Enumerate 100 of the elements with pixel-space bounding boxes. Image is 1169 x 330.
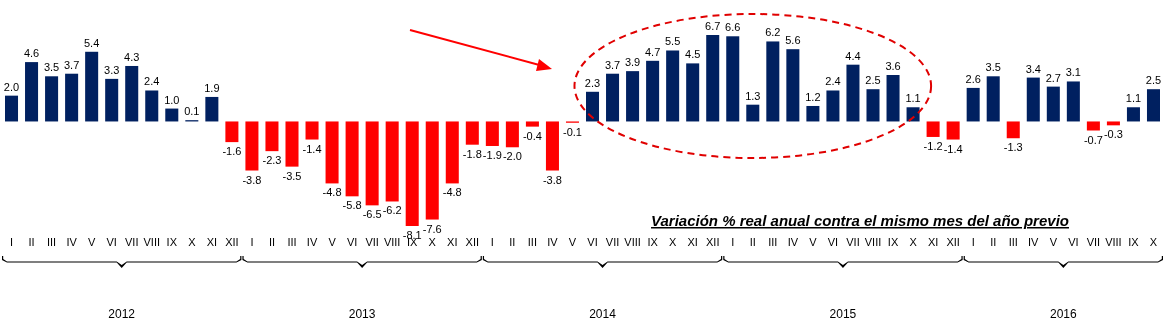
bar bbox=[1046, 86, 1060, 122]
text: 2014 bbox=[589, 307, 617, 321]
data-label: 2.4 bbox=[144, 75, 160, 88]
x-tick-label: V bbox=[328, 236, 337, 248]
x-tick-label: X bbox=[428, 236, 437, 248]
x-tick-label: XI bbox=[447, 236, 458, 248]
x-tick-label: VI bbox=[587, 236, 598, 248]
data-label: 3.3 bbox=[104, 63, 120, 76]
bar bbox=[1026, 77, 1040, 122]
bar bbox=[826, 90, 840, 122]
data-label: 4.7 bbox=[644, 45, 661, 58]
bar bbox=[465, 121, 479, 145]
x-tick-label: IV bbox=[1028, 236, 1040, 248]
x-tick-label: VI bbox=[827, 236, 839, 248]
x-tick-label: XII bbox=[225, 236, 239, 248]
data-label: 2.5 bbox=[1145, 74, 1162, 87]
bar bbox=[65, 73, 79, 122]
bar bbox=[1126, 107, 1140, 122]
x-tick-label: VIII bbox=[383, 236, 401, 248]
x-tick-label: V bbox=[568, 236, 577, 248]
x-tick-label: VI bbox=[106, 236, 117, 248]
bar bbox=[686, 63, 700, 122]
x-tick-label: VI bbox=[346, 236, 358, 248]
bar bbox=[145, 90, 159, 122]
data-label: 3.5 bbox=[985, 61, 1001, 74]
bar bbox=[586, 91, 600, 122]
x-tick-label: IX bbox=[1128, 236, 1140, 248]
data-label: -5.8 bbox=[342, 199, 362, 212]
annotation: Variación % real anual contra el mismo mes del año previo bbox=[651, 212, 1069, 229]
data-label: 3.1 bbox=[1065, 66, 1081, 79]
x-tick-label: XI bbox=[687, 236, 698, 248]
bar bbox=[926, 121, 940, 137]
bar bbox=[666, 50, 680, 122]
x-tick-label: XI bbox=[206, 236, 218, 248]
data-label: 5.6 bbox=[785, 34, 801, 47]
bar bbox=[385, 121, 399, 202]
text: 2012 bbox=[108, 307, 136, 321]
bar bbox=[866, 89, 880, 122]
x-tick-label: XII bbox=[706, 236, 720, 248]
text: 2016 bbox=[1049, 307, 1077, 321]
bar bbox=[325, 121, 339, 184]
data-label: 2.7 bbox=[1045, 71, 1061, 84]
data-label: -1.3 bbox=[1003, 141, 1023, 154]
bar bbox=[886, 75, 900, 122]
data-label: 3.4 bbox=[1025, 62, 1041, 75]
x-tick-label: II bbox=[509, 236, 516, 248]
data-label: -1.6 bbox=[222, 145, 242, 158]
bar bbox=[806, 105, 820, 122]
bar bbox=[846, 64, 860, 122]
bar bbox=[205, 96, 219, 122]
x-tick-label: XII bbox=[465, 236, 480, 248]
data-label: 1.3 bbox=[745, 89, 761, 102]
bar bbox=[225, 121, 239, 143]
data-label: -6.5 bbox=[362, 208, 382, 221]
data-label: 2.6 bbox=[965, 72, 981, 85]
x-tick-label: VII bbox=[1086, 236, 1101, 248]
data-label: -1.9 bbox=[482, 148, 502, 161]
x-tick-label: IV bbox=[66, 236, 78, 248]
bar bbox=[405, 121, 419, 226]
data-label: -1.8 bbox=[462, 147, 482, 160]
x-tick-label: III bbox=[768, 236, 778, 248]
bar bbox=[746, 104, 760, 122]
data-label: 0.1 bbox=[184, 105, 200, 118]
data-label: 5.5 bbox=[665, 35, 681, 48]
data-label: 1.1 bbox=[1125, 92, 1142, 105]
x-tick-label: II bbox=[268, 236, 276, 248]
bar bbox=[606, 73, 620, 122]
bar bbox=[786, 49, 800, 122]
x-tick-label: XII bbox=[946, 236, 960, 248]
data-label: 4.4 bbox=[845, 49, 861, 62]
bar bbox=[125, 65, 139, 122]
x-tick-label: V bbox=[87, 236, 96, 248]
data-label: -1.4 bbox=[302, 142, 322, 155]
data-label: 1.1 bbox=[905, 92, 921, 105]
x-tick-label: IV bbox=[547, 236, 559, 248]
data-label: 1.2 bbox=[805, 90, 821, 103]
bar bbox=[25, 62, 39, 122]
bar bbox=[445, 121, 459, 184]
data-label: 4.6 bbox=[23, 47, 40, 60]
bar bbox=[165, 108, 179, 122]
text: 2013 bbox=[348, 307, 376, 321]
text: 2015 bbox=[829, 307, 857, 321]
x-tick-label: VIII bbox=[624, 236, 641, 248]
data-label: -6.2 bbox=[382, 204, 402, 217]
bar bbox=[646, 60, 660, 122]
x-tick-label: V bbox=[1049, 236, 1058, 248]
bar bbox=[345, 121, 359, 197]
data-label: 6.7 bbox=[705, 20, 721, 32]
data-label: 4.3 bbox=[124, 50, 140, 63]
x-tick-label: VIII bbox=[1105, 236, 1122, 248]
data-label: -4.8 bbox=[322, 186, 342, 199]
bar bbox=[766, 41, 780, 122]
x-tick-label: III bbox=[1008, 236, 1018, 248]
bar bbox=[525, 121, 539, 127]
x-tick-label: I bbox=[490, 236, 494, 248]
bar bbox=[305, 121, 319, 140]
x-tick-label: X bbox=[1149, 236, 1158, 248]
bar bbox=[5, 95, 19, 122]
data-label: 3.5 bbox=[43, 61, 60, 74]
x-tick-label: III bbox=[287, 236, 297, 248]
